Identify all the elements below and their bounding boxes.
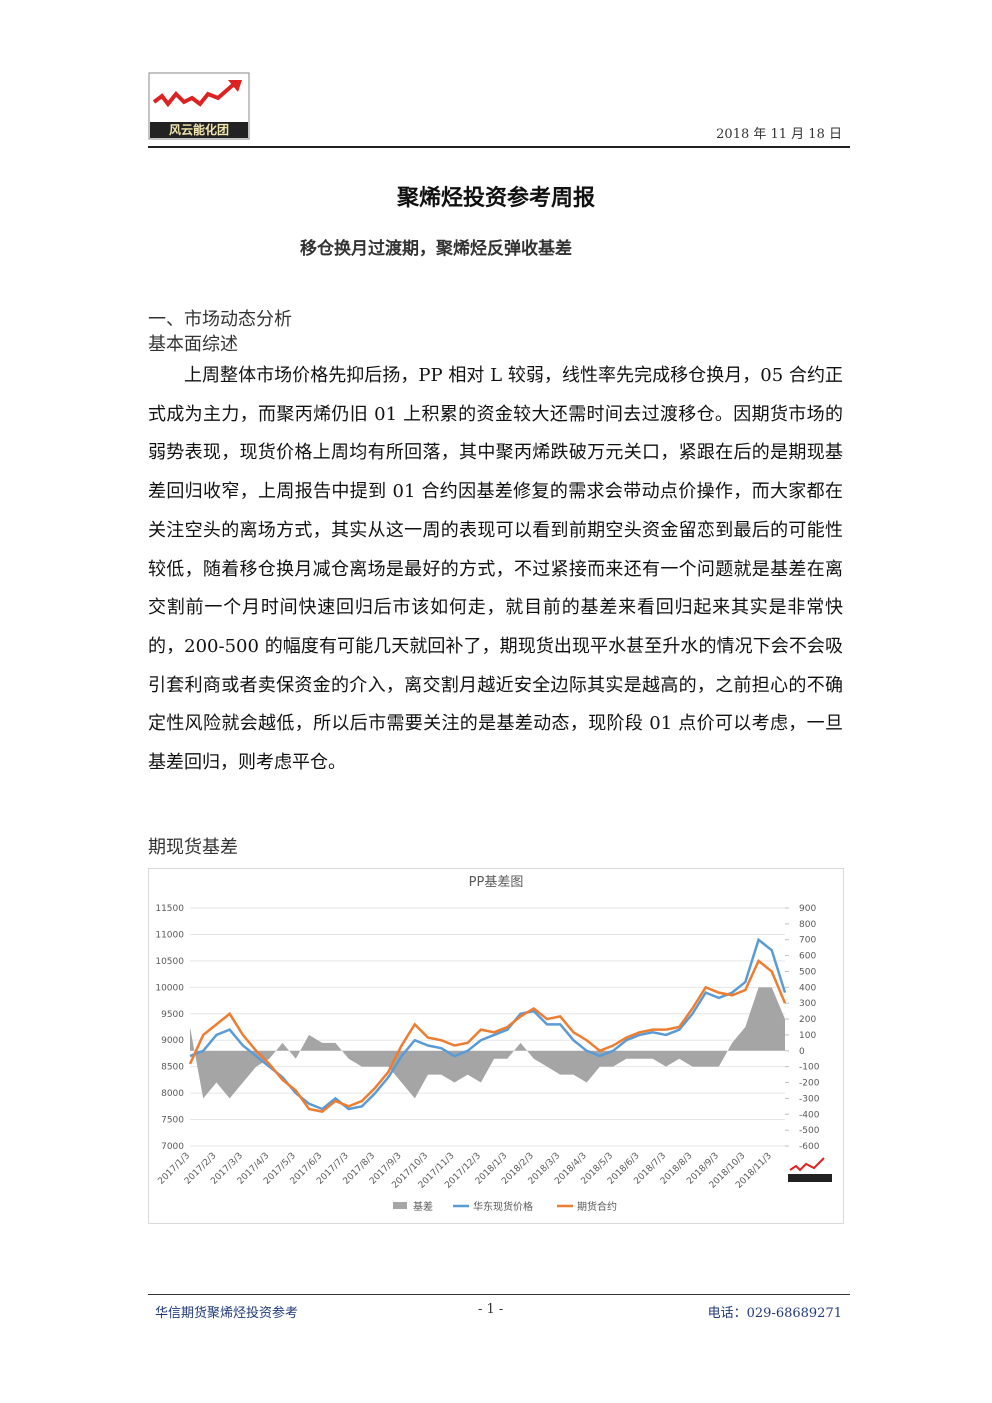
mini-logo-graph (789, 1157, 825, 1172)
footer-rule (148, 1294, 850, 1295)
y2-tick-label: -300 (799, 1094, 820, 1104)
paragraph: 上周整体市场价格先抑后扬，PP 相对 L 较弱，线性率先完成移仓换月，05 合约… (148, 365, 843, 774)
legend-label: 期货合约 (577, 1200, 617, 1213)
y-tick-label: 8500 (161, 1063, 184, 1073)
y2-tick-label: -500 (799, 1126, 820, 1136)
y2-tick-label: 700 (799, 936, 816, 946)
title: 聚烯烃投资参考周报 (396, 185, 595, 211)
y2-tick-label: 600 (799, 952, 816, 962)
y-tick-label: 8000 (161, 1089, 184, 1099)
logo-graph (152, 82, 236, 108)
y2-tick-label: -200 (799, 1079, 820, 1089)
subheading: 期现货基差 (148, 837, 238, 858)
legend-label: 华东现货价格 (473, 1200, 533, 1213)
chart: PP基差图 7000750080008500900095001000010500… (148, 868, 844, 1224)
footer-phone: 电话：029-68689271 (707, 1306, 842, 1321)
y2-tick-label: -400 (799, 1110, 820, 1120)
chart-title: PP基差图 (469, 875, 524, 890)
logo-band (150, 122, 248, 138)
y2-tick-label: 400 (799, 983, 816, 993)
legend-swatch (393, 1202, 407, 1209)
page-number: - 1 - (478, 1302, 504, 1317)
header-rule (148, 146, 850, 148)
mini-logo-band (788, 1174, 832, 1182)
legend-label: 基差 (413, 1200, 433, 1213)
mini-logo (788, 1157, 832, 1182)
y-tick-label: 11500 (155, 904, 184, 914)
section-heading: 一、市场动态分析 (148, 309, 292, 330)
y2-tick-label: -100 (799, 1063, 820, 1073)
y-tick-label: 7500 (161, 1116, 184, 1126)
logo-arrow (228, 80, 242, 92)
y2-tick-label: 0 (799, 1047, 805, 1057)
subheading: 基本面综述 (148, 334, 238, 355)
y-tick-label: 10000 (155, 983, 184, 993)
y2-tick-label: 300 (799, 999, 816, 1009)
y-tick-label: 10500 (155, 957, 184, 967)
y2-tick-label: 200 (799, 1015, 816, 1025)
y2-tick-label: 500 (799, 967, 816, 977)
y2-tick-label: -600 (799, 1142, 820, 1152)
y-tick-label: 7000 (161, 1142, 184, 1152)
y2-tick-label: 100 (799, 1031, 816, 1041)
logo: 风云能化团 (148, 72, 250, 140)
y2-tick-label: 800 (799, 920, 816, 930)
date: 2018 年 11 月 18 日 (716, 127, 842, 142)
y-tick-label: 9000 (161, 1036, 184, 1046)
y-tick-label: 9500 (161, 1010, 184, 1020)
chart-frame (148, 868, 844, 1224)
y-tick-label: 11000 (155, 930, 184, 940)
footer-left: 华信期货聚烯烃投资参考 (155, 1306, 299, 1321)
logo-text: 风云能化团 (169, 122, 229, 137)
subtitle: 移仓换月过渡期，聚烯烃反弹收基差 (300, 239, 572, 259)
series-line (188, 958, 787, 1113)
y2-tick-label: 900 (799, 904, 816, 914)
basis-area (190, 987, 785, 1099)
